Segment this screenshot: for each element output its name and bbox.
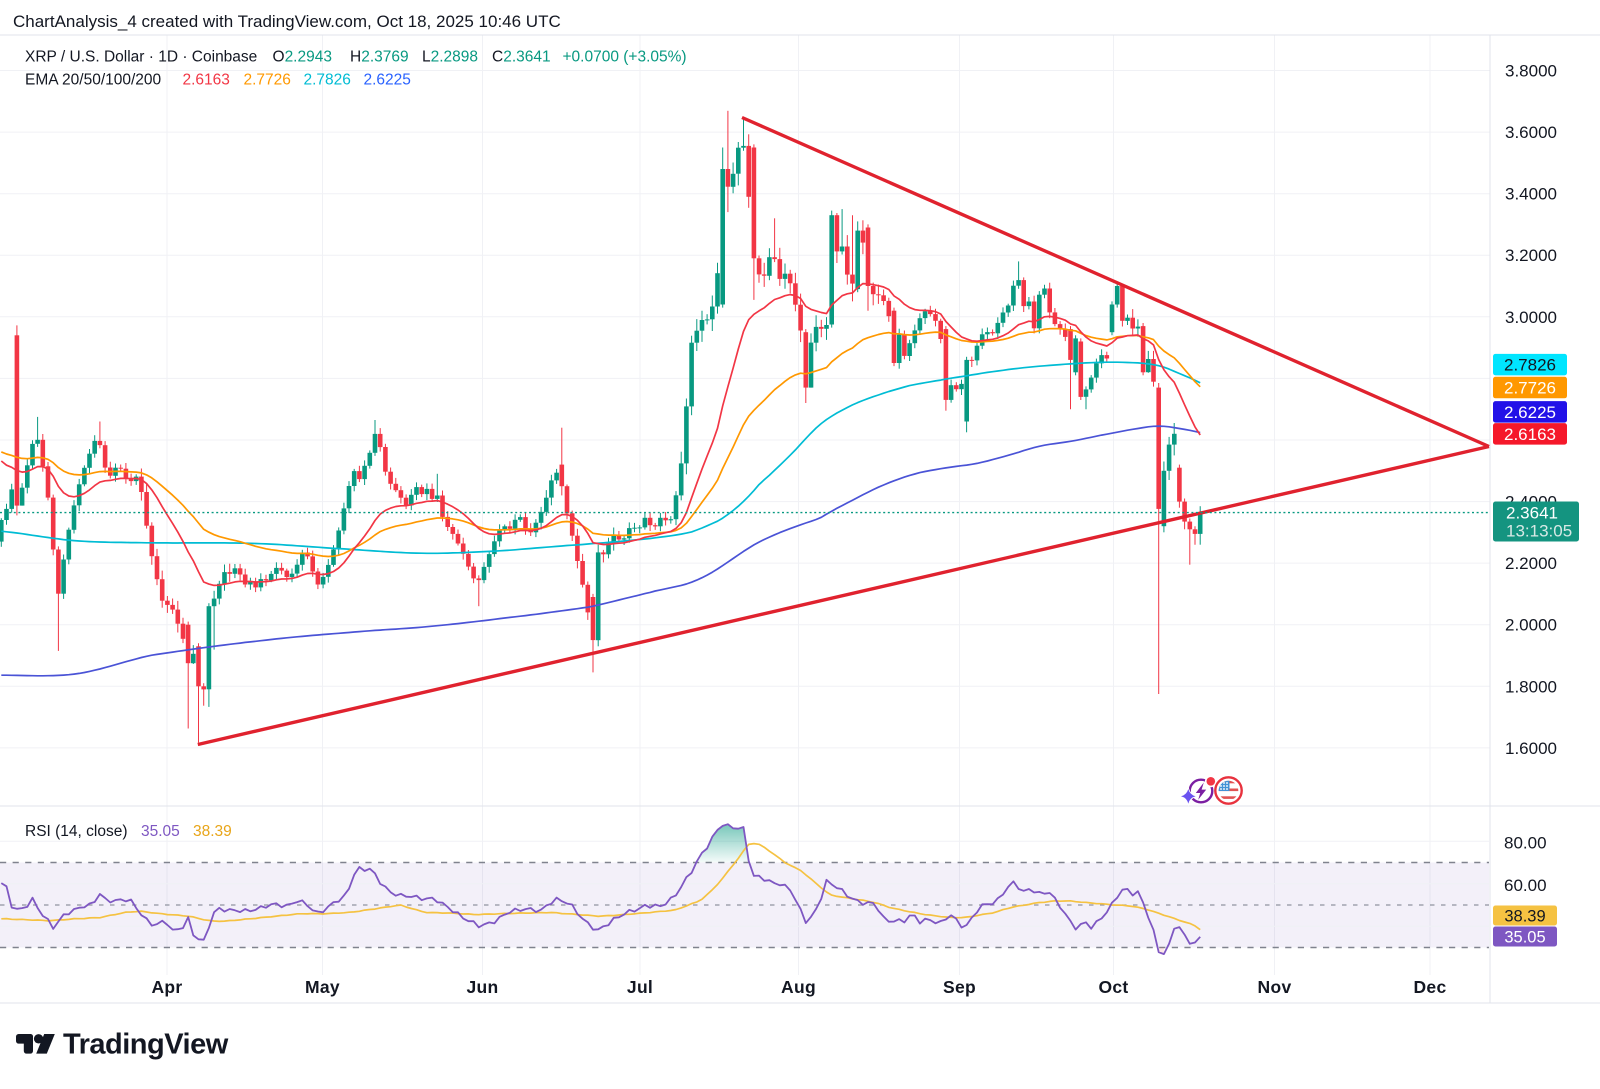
svg-text:Jun: Jun — [466, 977, 498, 997]
svg-text:Apr: Apr — [151, 977, 182, 997]
svg-text:1.6000: 1.6000 — [1505, 739, 1557, 758]
svg-text:3.2000: 3.2000 — [1505, 246, 1557, 265]
svg-text:13:13:05: 13:13:05 — [1506, 522, 1572, 541]
svg-text:3.4000: 3.4000 — [1505, 185, 1557, 204]
svg-text:3.0000: 3.0000 — [1505, 308, 1557, 327]
svg-text:ChartAnalysis_4 created with T: ChartAnalysis_4 created with TradingView… — [13, 12, 561, 31]
svg-text:80.00: 80.00 — [1504, 834, 1547, 853]
svg-text:60.00: 60.00 — [1504, 876, 1547, 895]
svg-text:2.2000: 2.2000 — [1505, 554, 1557, 573]
svg-text:Sep: Sep — [943, 977, 976, 997]
svg-text:RSI (14, close): RSI (14, close) — [25, 823, 128, 840]
svg-text:2.0000: 2.0000 — [1505, 616, 1557, 635]
svg-text:XRP / U.S. Dollar · 1D · Coinb: XRP / U.S. Dollar · 1D · Coinbase — [25, 49, 257, 66]
svg-text:2.7826: 2.7826 — [304, 72, 351, 89]
svg-text:2.3641: 2.3641 — [1506, 504, 1558, 523]
svg-text:Nov: Nov — [1258, 977, 1292, 997]
svg-text:Oct: Oct — [1098, 977, 1128, 997]
svg-text:3.8000: 3.8000 — [1505, 62, 1557, 81]
svg-text:2.6163: 2.6163 — [1504, 425, 1556, 444]
svg-text:2.7826: 2.7826 — [1504, 356, 1556, 375]
svg-text:TradingView: TradingView — [63, 1029, 229, 1061]
svg-text:38.39: 38.39 — [1504, 908, 1545, 926]
svg-text:2.6225: 2.6225 — [1504, 403, 1556, 422]
svg-text:2.6225: 2.6225 — [364, 72, 411, 89]
svg-text:35.05: 35.05 — [141, 823, 180, 840]
svg-text:EMA 20/50/100/200: EMA 20/50/100/200 — [25, 72, 162, 89]
svg-text:1.8000: 1.8000 — [1505, 677, 1557, 696]
svg-text:Aug: Aug — [781, 977, 816, 997]
svg-text:2.7726: 2.7726 — [244, 72, 291, 89]
svg-text:Jul: Jul — [627, 977, 653, 997]
svg-text:2.6163: 2.6163 — [183, 72, 230, 89]
svg-text:3.6000: 3.6000 — [1505, 123, 1557, 142]
svg-text:May: May — [305, 977, 340, 997]
svg-text:2.7726: 2.7726 — [1504, 379, 1556, 398]
svg-text:35.05: 35.05 — [1504, 929, 1545, 947]
svg-text:Dec: Dec — [1413, 977, 1446, 997]
svg-text:38.39: 38.39 — [193, 823, 232, 840]
